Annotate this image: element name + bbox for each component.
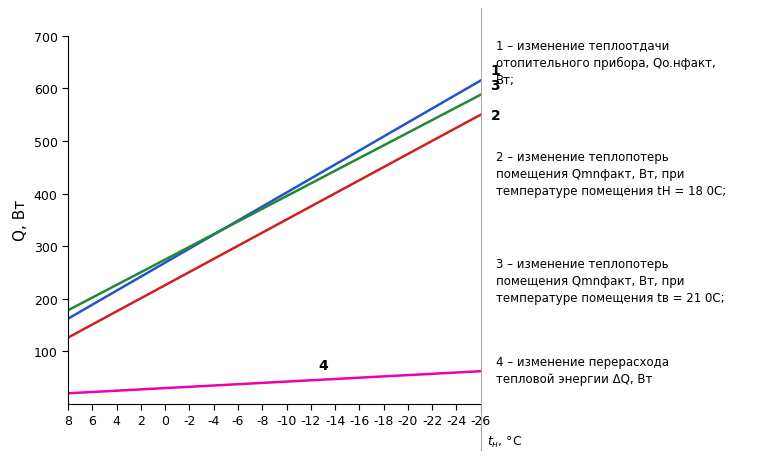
Text: 1 – изменение теплоотдачи
отопительного прибора, Qo.нфакт,
Вт;: 1 – изменение теплоотдачи отопительного …: [497, 39, 716, 86]
Y-axis label: Q, Вт: Q, Вт: [13, 200, 28, 241]
Text: 1: 1: [491, 64, 500, 78]
Text: 4: 4: [318, 358, 328, 372]
Text: 2 – изменение теплопотерь
помещения Qmnфакт, Вт, при
температуре помещения tH = : 2 – изменение теплопотерь помещения Qmnф…: [497, 151, 727, 197]
Text: 3: 3: [491, 78, 500, 92]
Text: $t_{н}$, °C: $t_{н}$, °C: [487, 434, 522, 449]
Text: 3 – изменение теплопотерь
помещения Qmnфакт, Вт, при
температуре помещения tв = : 3 – изменение теплопотерь помещения Qmnф…: [497, 257, 725, 304]
Text: 2: 2: [491, 109, 500, 123]
Text: 4 – изменение перерасхода
тепловой энергии ΔQ, Вт: 4 – изменение перерасхода тепловой энерг…: [497, 355, 669, 385]
